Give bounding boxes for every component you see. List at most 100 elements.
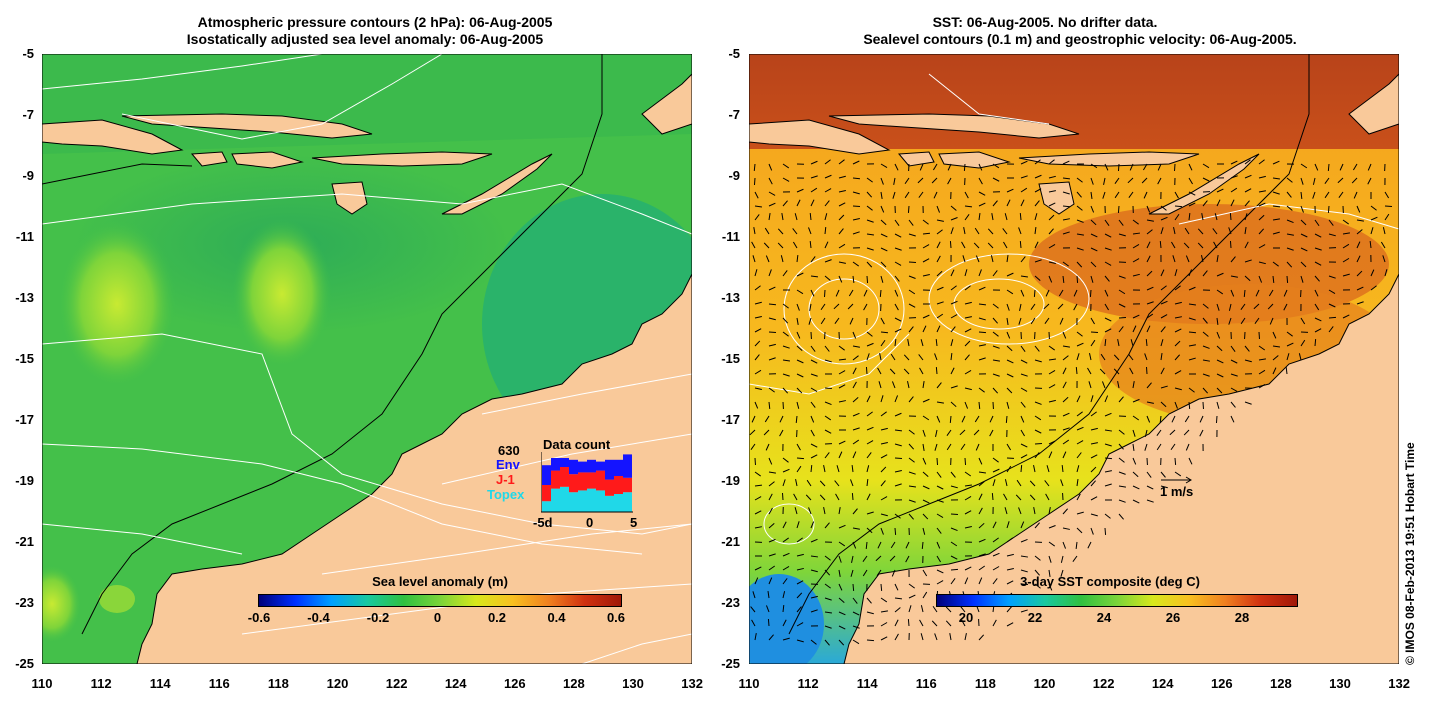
velocity-arrow bbox=[1174, 387, 1182, 391]
velocity-arrow bbox=[782, 578, 788, 585]
x-tick-label: 112 bbox=[797, 676, 819, 691]
velocity-arrow bbox=[964, 285, 971, 291]
velocity-arrow bbox=[908, 289, 916, 295]
velocity-arrow bbox=[1286, 275, 1289, 284]
colorbar-tick-label: 0.2 bbox=[487, 610, 507, 625]
velocity-arrow bbox=[1006, 331, 1011, 339]
velocity-arrow bbox=[1034, 200, 1040, 207]
velocity-arrow bbox=[754, 214, 760, 221]
velocity-arrow bbox=[1033, 465, 1036, 473]
velocity-arrow bbox=[1314, 219, 1320, 227]
velocity-arrow bbox=[848, 289, 854, 297]
velocity-arrow bbox=[1328, 275, 1336, 279]
velocity-arrow bbox=[1243, 289, 1246, 298]
velocity-arrow bbox=[1076, 511, 1084, 515]
velocity-arrow bbox=[894, 412, 902, 417]
velocity-arrow bbox=[1034, 259, 1042, 263]
velocity-arrow bbox=[838, 214, 845, 221]
velocity-arrow bbox=[1090, 163, 1098, 169]
velocity-arrow bbox=[1228, 227, 1232, 235]
velocity-arrow bbox=[1020, 345, 1026, 352]
velocity-arrow bbox=[1019, 240, 1022, 249]
velocity-arrow bbox=[768, 286, 776, 291]
velocity-arrow bbox=[796, 401, 800, 409]
velocity-arrow bbox=[1314, 247, 1322, 251]
velocity-arrow bbox=[1272, 261, 1279, 267]
velocity-arrow bbox=[931, 620, 938, 627]
velocity-arrow bbox=[950, 367, 955, 375]
velocity-arrow bbox=[908, 594, 916, 599]
velocity-arrow bbox=[905, 555, 910, 563]
velocity-arrow bbox=[754, 340, 761, 347]
velocity-arrow bbox=[978, 212, 981, 221]
velocity-arrow bbox=[1169, 429, 1176, 436]
velocity-arrow bbox=[1130, 339, 1134, 347]
y-tick-label: -19 bbox=[721, 473, 740, 488]
velocity-arrow bbox=[754, 315, 762, 319]
velocity-arrow bbox=[1090, 191, 1093, 200]
velocity-arrow bbox=[1202, 387, 1209, 394]
velocity-arrow bbox=[764, 227, 770, 235]
velocity-arrow bbox=[892, 191, 896, 199]
velocity-arrow bbox=[838, 451, 843, 459]
velocity-arrow bbox=[950, 339, 954, 347]
velocity-arrow bbox=[880, 219, 887, 226]
velocity-arrow bbox=[1327, 163, 1330, 172]
velocity-arrow bbox=[880, 191, 883, 199]
velocity-arrow bbox=[793, 493, 798, 501]
velocity-arrow bbox=[922, 258, 930, 263]
velocity-arrow bbox=[978, 191, 986, 196]
velocity-arrow bbox=[908, 485, 916, 488]
velocity-arrow bbox=[852, 191, 860, 195]
velocity-arrow bbox=[936, 205, 941, 213]
velocity-arrow bbox=[934, 353, 938, 361]
velocity-arrow bbox=[768, 303, 777, 306]
velocity-arrow bbox=[1351, 177, 1358, 184]
velocity-arrow bbox=[1076, 411, 1083, 417]
velocity-arrow bbox=[950, 568, 959, 571]
velocity-arrow bbox=[908, 471, 916, 475]
velocity-arrow bbox=[838, 507, 841, 515]
histogram-bar bbox=[569, 492, 578, 512]
velocity-arrow bbox=[879, 289, 882, 298]
velocity-arrow bbox=[1118, 499, 1126, 503]
velocity-arrow bbox=[989, 429, 994, 437]
velocity-arrow bbox=[1146, 270, 1153, 277]
velocity-arrow bbox=[1020, 160, 1028, 165]
velocity-arrow bbox=[838, 583, 843, 591]
velocity-arrow bbox=[1143, 191, 1148, 199]
velocity-arrow bbox=[852, 331, 857, 339]
histogram-bar bbox=[605, 495, 614, 512]
velocity-arrow bbox=[1020, 187, 1028, 193]
velocity-arrow bbox=[1272, 191, 1280, 195]
velocity-arrow bbox=[973, 242, 980, 249]
velocity-arrow bbox=[1048, 175, 1056, 179]
velocity-arrow bbox=[894, 328, 902, 333]
velocity-arrow bbox=[880, 331, 889, 334]
velocity-arrow bbox=[950, 217, 958, 221]
velocity-arrow bbox=[781, 492, 784, 501]
velocity-arrow bbox=[796, 373, 804, 378]
velocity-arrow bbox=[824, 345, 830, 352]
velocity-arrow bbox=[1342, 257, 1350, 263]
velocity-arrow bbox=[950, 326, 956, 333]
velocity-arrow bbox=[1144, 429, 1148, 437]
velocity-arrow bbox=[1328, 289, 1336, 295]
velocity-arrow bbox=[894, 483, 902, 487]
velocity-arrow bbox=[975, 443, 980, 451]
velocity-arrow bbox=[1044, 480, 1050, 487]
velocity-arrow bbox=[894, 443, 902, 447]
velocity-arrow bbox=[1003, 493, 1008, 501]
velocity-arrow bbox=[1230, 345, 1236, 352]
histogram-bar bbox=[587, 459, 596, 473]
velocity-arrow bbox=[810, 345, 816, 352]
velocity-arrow bbox=[1230, 289, 1235, 297]
histogram-bar bbox=[605, 479, 614, 496]
velocity-arrow bbox=[1216, 359, 1224, 364]
velocity-arrow bbox=[1048, 244, 1056, 249]
hist-tick-1: 0 bbox=[586, 515, 594, 530]
velocity-arrow bbox=[978, 331, 987, 334]
velocity-arrow bbox=[1020, 583, 1029, 586]
velocity-arrow bbox=[880, 496, 888, 501]
velocity-arrow bbox=[1062, 541, 1067, 549]
